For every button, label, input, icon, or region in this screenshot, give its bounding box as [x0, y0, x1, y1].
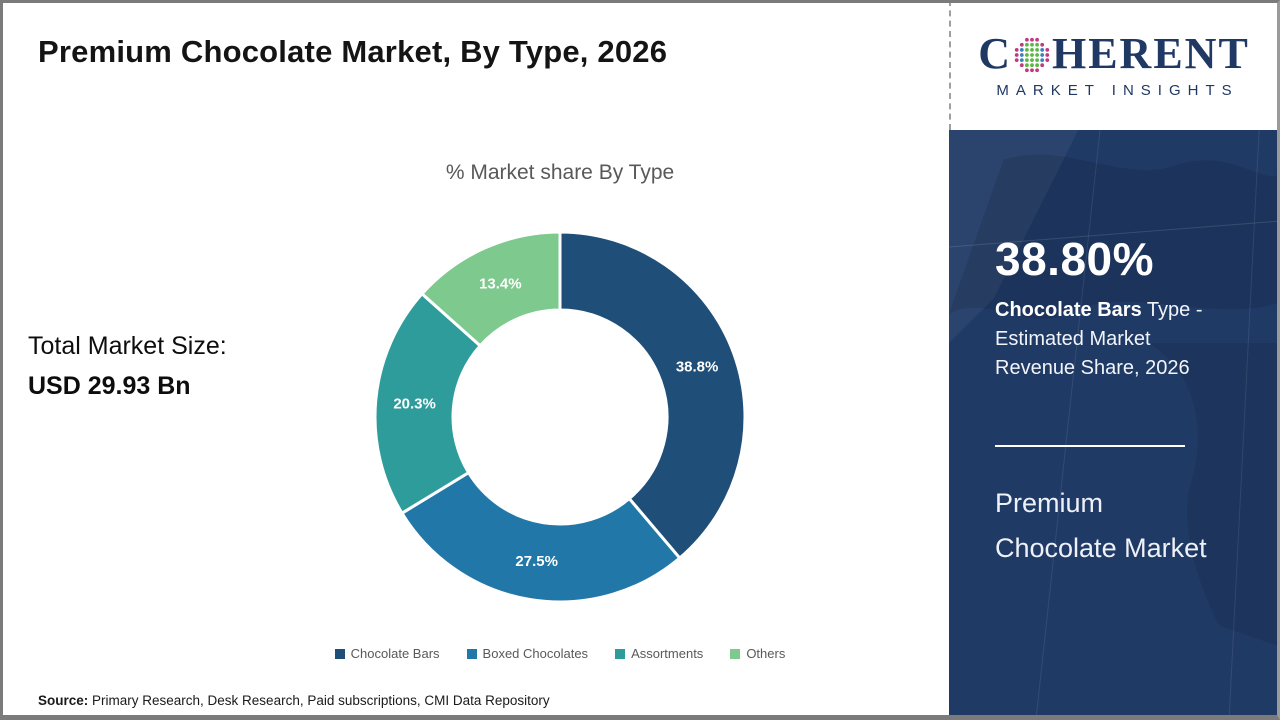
slice-label-boxed-chocolates: 27.5%: [515, 553, 558, 570]
globe-dot: [1019, 62, 1024, 67]
globe-dot: [1030, 47, 1034, 52]
dotted-globe-icon: [1014, 37, 1050, 72]
globe-dot: [1040, 62, 1045, 67]
chart-title: % Market share By Type: [445, 161, 675, 184]
slice-label-assortments: 20.3%: [393, 396, 436, 413]
legend-marker-icon: [615, 648, 626, 659]
globe-dot: [1035, 67, 1039, 72]
globe-dot: [1035, 42, 1039, 47]
globe-dot: [1014, 52, 1019, 57]
legend-item-assortments: Assortments: [615, 646, 703, 661]
highlight-sidebar: 38.80% Chocolate Bars Type - Estimated M…: [949, 130, 1277, 715]
globe-dot: [1019, 47, 1024, 52]
slice-label-chocolate-bars: 38.8%: [676, 359, 719, 376]
total-market-size-label: Total Market Size:: [28, 332, 227, 360]
source-text: Primary Research, Desk Research, Paid su…: [88, 693, 550, 708]
legend-label: Assortments: [631, 646, 704, 661]
globe-dot: [1024, 52, 1029, 57]
globe-dot: [1035, 52, 1039, 57]
legend-item-chocolate-bars: Chocolate Bars: [334, 646, 440, 661]
globe-dot: [1040, 42, 1045, 47]
globe-dot: [1040, 47, 1045, 52]
legend-item-others: Others: [730, 646, 785, 661]
brand-subtitle: MARKET INSIGHTS: [996, 81, 1239, 99]
globe-dot: [1040, 52, 1045, 57]
globe-dot: [1035, 47, 1039, 52]
brand-logo: C HERENT MARKET INSIGHTS: [949, 0, 1277, 130]
globe-dot: [1030, 42, 1034, 47]
legend-marker-icon: [466, 648, 477, 659]
brand-prefix: C: [978, 28, 1012, 78]
source-line: Source: Primary Research, Desk Research,…: [38, 693, 550, 708]
globe-dot: [1024, 57, 1029, 62]
legend-label: Chocolate Bars: [350, 646, 440, 661]
globe-dot: [1024, 67, 1029, 72]
legend-label: Boxed Chocolates: [482, 646, 589, 661]
globe-dot: [1024, 42, 1029, 47]
globe-dot: [1030, 52, 1034, 57]
globe-dot: [1040, 57, 1045, 62]
globe-dot: [1030, 57, 1034, 62]
globe-dot: [1024, 37, 1029, 42]
stat-description: Chocolate Bars Type - Estimated Market R…: [995, 296, 1227, 383]
stat-description-bold: Chocolate Bars: [995, 299, 1142, 321]
globe-dot: [1019, 42, 1024, 47]
total-market-size-value: USD 29.93 Bn: [28, 372, 191, 400]
chart-legend: Chocolate Bars Boxed Chocolates Assortment…: [280, 646, 840, 661]
globe-dot: [1035, 37, 1039, 42]
slice-label-others: 13.4%: [479, 276, 522, 293]
globe-dot: [1019, 52, 1024, 57]
globe-dot: [1014, 57, 1019, 62]
donut-slice-boxed-chocolates: [400, 471, 682, 604]
donut-slice-others: [420, 230, 562, 348]
globe-dot: [1014, 47, 1019, 52]
brand-suffix: HERENT: [1051, 28, 1250, 78]
donut-slice-chocolate-bars: [558, 230, 747, 560]
globe-dot: [1024, 62, 1029, 67]
legend-label: Others: [746, 646, 786, 661]
globe-dot: [1019, 57, 1024, 62]
source-label: Source:: [38, 693, 89, 708]
donut-plot-area: 38.8% 27.5% 20.3% 13.4%: [280, 210, 840, 624]
stat-description-rest: Type - Estimated Market Revenue Share, 2…: [995, 299, 1203, 379]
globe-dot: [1045, 52, 1050, 57]
market-name-line1: Premium: [995, 488, 1104, 518]
globe-dot: [1030, 62, 1034, 67]
globe-dot: [1045, 47, 1050, 52]
legend-marker-icon: [730, 648, 741, 659]
globe-dot: [1035, 62, 1039, 67]
globe-dot: [1030, 67, 1034, 72]
donut-slice-assortments: [373, 292, 482, 515]
donut-chart: % Market share By Type 38.8% 27.5% 20.3% 13…: [280, 148, 840, 708]
brand-wordmark: C HERENT: [978, 28, 1250, 78]
donut-svg: 38.8% 27.5% 20.3% 13.4%: [373, 230, 747, 604]
market-name-line2: Chocolate Market: [995, 533, 1207, 563]
page-title: Premium Chocolate Market, By Type, 2026: [38, 34, 668, 69]
globe-dot: [1035, 57, 1039, 62]
sidebar-divider: [995, 445, 1185, 447]
world-map-texture: [949, 130, 1277, 715]
stat-value: 38.80%: [995, 233, 1155, 285]
globe-dot: [1045, 57, 1050, 62]
legend-item-boxed-chocolates: Boxed Chocolates: [466, 646, 589, 661]
globe-dot: [1030, 37, 1034, 42]
market-name: Premium Chocolate Market: [995, 481, 1277, 571]
globe-dot: [1024, 47, 1029, 52]
legend-marker-icon: [334, 648, 345, 659]
total-market-size: Total Market Size: USD 29.93 Bn: [28, 326, 227, 406]
